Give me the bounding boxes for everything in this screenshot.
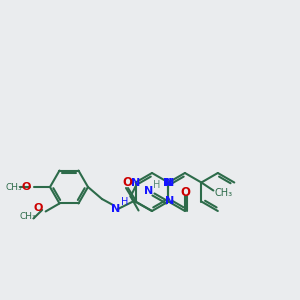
Text: N: N: [144, 187, 153, 196]
Text: O: O: [21, 182, 31, 192]
Text: O: O: [180, 185, 190, 199]
Text: CH₃: CH₃: [214, 188, 232, 197]
Text: CH₃: CH₃: [20, 212, 36, 220]
Text: H: H: [121, 197, 129, 207]
Text: O: O: [34, 203, 43, 214]
Text: N: N: [131, 178, 140, 188]
Text: N: N: [165, 196, 174, 206]
Text: N: N: [163, 178, 172, 188]
Text: CH₃: CH₃: [5, 182, 22, 191]
Text: N: N: [165, 178, 174, 188]
Text: H: H: [153, 179, 160, 190]
Text: O: O: [122, 176, 132, 190]
Text: N: N: [111, 204, 121, 214]
